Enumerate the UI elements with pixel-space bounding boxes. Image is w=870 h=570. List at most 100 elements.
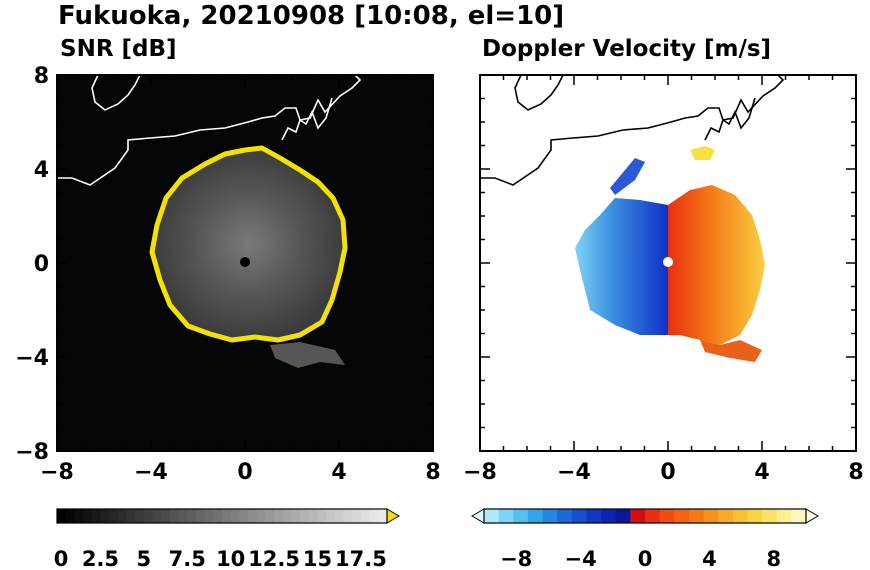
snr-xtick-label: 4 bbox=[331, 460, 346, 485]
velocity-colorbar-cell bbox=[601, 509, 617, 523]
velocity-colorbar-cell bbox=[688, 509, 705, 523]
snr-radar-site bbox=[240, 257, 250, 267]
snr-colorbar-label: 5 bbox=[137, 547, 152, 570]
snr-colorbar-label: 12.5 bbox=[248, 547, 300, 570]
snr-colorbar-label: 17.5 bbox=[335, 547, 387, 570]
snr-colorbar-cell bbox=[152, 509, 162, 523]
snr-axes: −8 −4 0 4 8 8 4 0 −4 −8 bbox=[15, 64, 440, 485]
snr-ytick-label: 4 bbox=[34, 158, 49, 183]
snr-xtick-label: 8 bbox=[425, 460, 440, 485]
velocity-axes: −8 −4 0 4 8 bbox=[463, 74, 864, 485]
velocity-xtick-label: 8 bbox=[848, 460, 863, 485]
snr-colorbar-cell bbox=[334, 509, 345, 523]
velocity-colorbar-cell bbox=[484, 509, 500, 523]
snr-colorbar-cell bbox=[343, 509, 353, 523]
velocity-colorbar-cell bbox=[659, 509, 675, 523]
snr-colorbar-label: 2.5 bbox=[82, 547, 119, 570]
velocity-xtick-label: 0 bbox=[660, 460, 675, 485]
velocity-colorbar-cell bbox=[542, 509, 558, 523]
snr-colorbar-cell bbox=[317, 509, 327, 523]
snr-colorbar-cell bbox=[143, 509, 154, 523]
velocity-colorbar-label: 8 bbox=[766, 547, 781, 570]
velocity-colorbar-extend-min-arrow bbox=[471, 508, 485, 524]
snr-colorbar-extend-arrow bbox=[386, 508, 400, 524]
snr-colorbar-cell bbox=[161, 509, 171, 523]
snr-echo-region bbox=[149, 145, 348, 343]
velocity-colorbar-label: 0 bbox=[638, 547, 653, 570]
velocity-colorbar-cell bbox=[703, 509, 719, 523]
snr-colorbar-cell bbox=[135, 509, 145, 523]
snr-colorbar-cell bbox=[126, 509, 136, 523]
velocity-upper-patch bbox=[610, 158, 645, 195]
snr-coastline-harbor bbox=[281, 97, 333, 141]
snr-xtick-label: 0 bbox=[237, 460, 252, 485]
snr-ytick-label: 0 bbox=[34, 252, 49, 277]
snr-colorbar-cell bbox=[274, 509, 284, 523]
snr-colorbar-cell bbox=[291, 509, 301, 523]
snr-ytick-label: −8 bbox=[15, 440, 49, 465]
snr-colorbar-cell bbox=[300, 509, 310, 523]
snr-colorbar-cell bbox=[57, 509, 67, 523]
velocity-colorbar-label: 4 bbox=[702, 547, 717, 570]
velocity-colorbar-cell bbox=[557, 509, 573, 523]
snr-colorbar-cell bbox=[308, 509, 319, 523]
snr-colorbar-cell bbox=[91, 509, 101, 523]
snr-colorbar-cell bbox=[360, 509, 371, 523]
velocity-top-patch bbox=[690, 146, 715, 160]
snr-colorbar-cell bbox=[256, 509, 266, 523]
snr-colorbar-label: 7.5 bbox=[169, 547, 206, 570]
snr-plot-area bbox=[56, 74, 434, 452]
velocity-colorbar-cell bbox=[615, 509, 631, 523]
snr-colorbar-cell bbox=[222, 509, 232, 523]
velocity-xtick-label: 4 bbox=[754, 460, 769, 485]
velocity-colorbar-cell bbox=[571, 509, 587, 523]
velocity-lower-patch bbox=[700, 340, 762, 362]
snr-colorbar-label: 10 bbox=[216, 547, 245, 570]
snr-colorbar-cell bbox=[187, 509, 197, 523]
velocity-colorbar-label: −4 bbox=[564, 547, 596, 570]
snr-colorbar-cell bbox=[326, 509, 336, 523]
velocity-colorbar-frame bbox=[483, 508, 807, 524]
velocity-colorbar-label: −8 bbox=[500, 547, 532, 570]
snr-echo-fringe bbox=[270, 342, 345, 368]
snr-ytick-label: −4 bbox=[15, 346, 49, 371]
velocity-xtick-label: −4 bbox=[557, 460, 591, 485]
snr-colorbar-frame bbox=[56, 508, 388, 524]
velocity-radar-site bbox=[663, 257, 673, 267]
snr-colorbar-cell bbox=[239, 509, 249, 523]
velocity-colorbar-cell bbox=[791, 509, 807, 523]
snr-colorbar-cell bbox=[230, 509, 240, 523]
snr-ytick-label: 8 bbox=[34, 64, 49, 89]
snr-xtick-label: −8 bbox=[40, 460, 74, 485]
snr-colorbar-cell bbox=[169, 509, 180, 523]
snr-colorbar-cell bbox=[352, 509, 362, 523]
snr-colorbar: 0 2.5 5 7.5 10 12.5 15 17.5 bbox=[54, 508, 400, 570]
velocity-colorbar-cell bbox=[718, 509, 734, 523]
velocity-colorbar-cell bbox=[513, 509, 529, 523]
snr-panel-title: SNR [dB] bbox=[60, 36, 177, 62]
velocity-colorbar-cell bbox=[527, 509, 544, 523]
velocity-plot-area bbox=[479, 74, 857, 452]
velocity-colorbar-extend-max-arrow bbox=[805, 508, 819, 524]
velocity-inbound-region bbox=[575, 198, 668, 335]
snr-colorbar-cell bbox=[65, 509, 75, 523]
snr-colorbar-cell bbox=[74, 509, 84, 523]
velocity-colorbar-cell bbox=[645, 509, 661, 523]
snr-colorbar-label: 0 bbox=[54, 547, 69, 570]
velocity-colorbar-cell bbox=[762, 509, 778, 523]
snr-colorbar-cell bbox=[369, 509, 379, 523]
velocity-colorbar-cell bbox=[674, 509, 690, 523]
snr-colorbar-cell bbox=[117, 509, 127, 523]
snr-colorbar-cell bbox=[282, 509, 292, 523]
snr-colorbar-label: 15 bbox=[303, 547, 332, 570]
velocity-outbound-region bbox=[668, 185, 765, 345]
snr-xtick-label: −4 bbox=[134, 460, 168, 485]
snr-colorbar-cell bbox=[265, 509, 275, 523]
velocity-colorbar-cell bbox=[776, 509, 792, 523]
snr-colorbar-cell bbox=[100, 509, 110, 523]
figure-title: Fukuoka, 20210908 [10:08, el=10] bbox=[58, 1, 564, 31]
snr-colorbar-cell bbox=[378, 509, 388, 523]
snr-colorbar-cell bbox=[213, 509, 223, 523]
snr-colorbar-cell bbox=[109, 509, 119, 523]
